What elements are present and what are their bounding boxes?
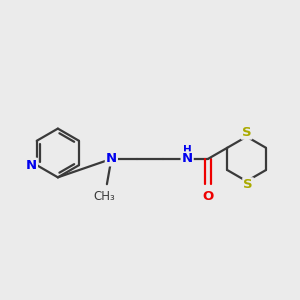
Text: CH₃: CH₃	[93, 190, 115, 202]
Text: H: H	[183, 146, 191, 155]
Text: N: N	[26, 159, 37, 172]
Text: O: O	[202, 190, 214, 203]
Text: N: N	[106, 152, 117, 165]
Text: N: N	[182, 152, 193, 165]
Text: S: S	[242, 126, 251, 139]
Text: S: S	[243, 178, 253, 191]
